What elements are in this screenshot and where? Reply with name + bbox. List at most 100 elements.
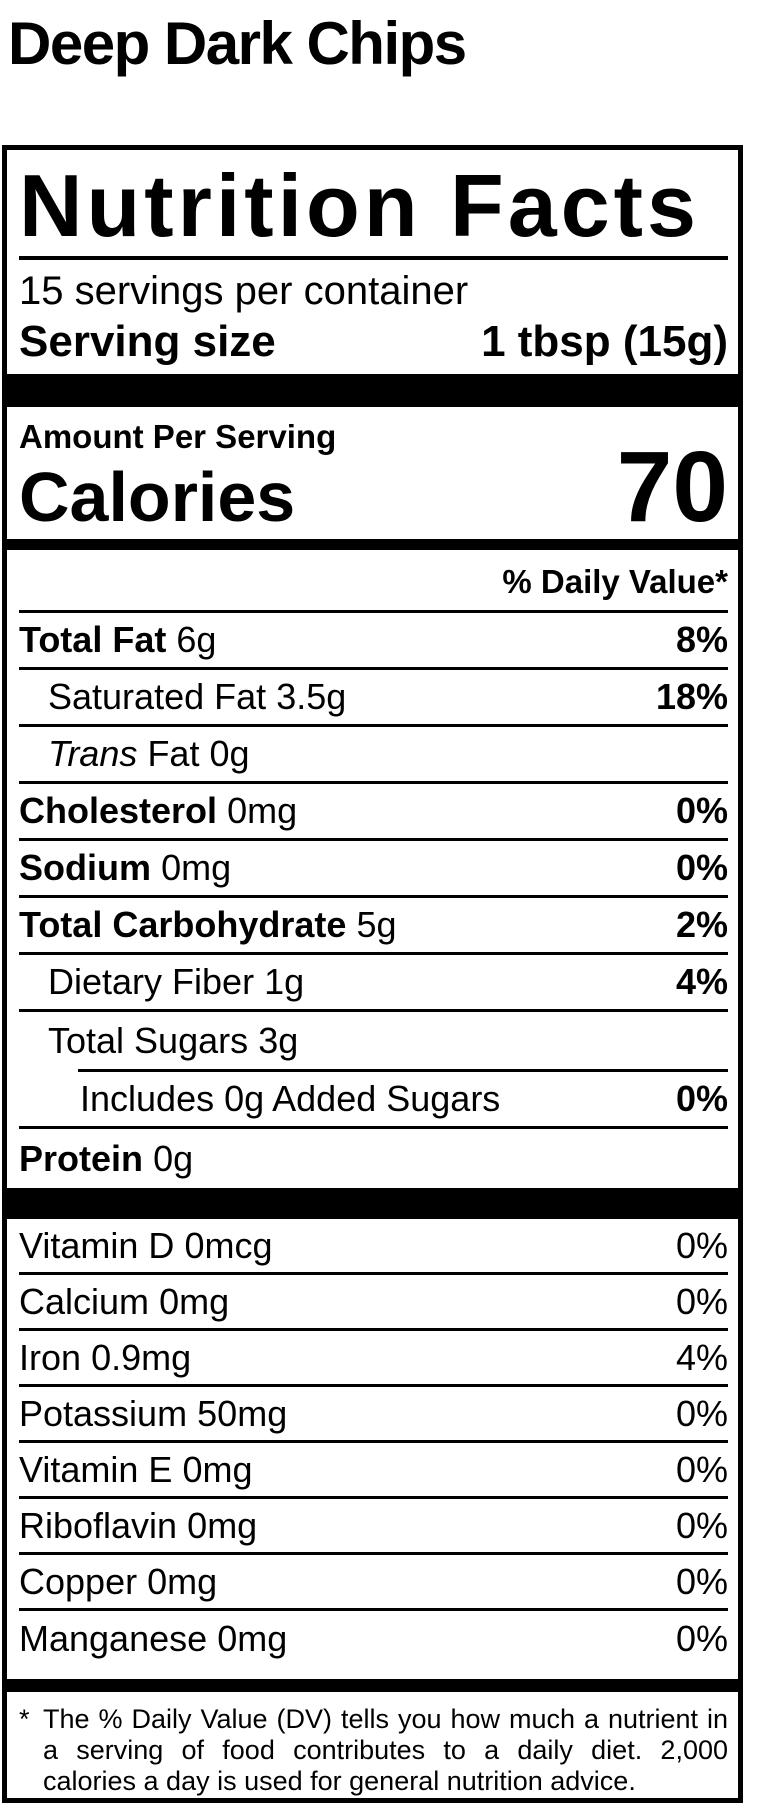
nutrient-cell: Total Carbohydrate 5g [19, 904, 397, 946]
daily-value: 0% [675, 1448, 728, 1490]
amount-per-serving-label: Amount Per Serving [19, 418, 337, 455]
nutrient-amount: 0mg [227, 790, 298, 831]
calories-label: Calories [19, 458, 296, 536]
nutrient-name: Calcium [19, 1280, 150, 1322]
nutrient-row-total-fat: Total Fat 6g 8% [19, 613, 728, 670]
nutrient-cell: Includes 0g Added Sugars [80, 1078, 500, 1120]
calories-row: Calories 70 [19, 437, 728, 537]
serving-size-label: Serving size [19, 317, 276, 366]
servings-per-container: 15 servings per container [19, 269, 469, 313]
footnote-asterisk: * [19, 1704, 30, 1734]
nutrient-name: Saturated Fat [48, 676, 267, 717]
nutrient-row-cholesterol: Cholesterol 0mg 0% [19, 784, 728, 841]
nutrient-cell: Cholesterol 0mg [19, 790, 297, 832]
nutrient-name: Dietary Fiber [48, 961, 255, 1002]
nutrient-amount: 6g [176, 619, 217, 660]
nutrient-amount: 0mg [217, 1618, 288, 1659]
nutrient-amount: 3g [258, 1019, 299, 1061]
daily-value: 0% [675, 1280, 728, 1322]
nutrient-amount: 0g [153, 1137, 194, 1179]
nutrient-row-sodium: Sodium 0mg 0% [19, 841, 728, 898]
nutrient-name: Trans [48, 733, 138, 774]
nutrition-facts-heading: Nutrition Facts [19, 156, 700, 255]
daily-value: 0% [675, 1504, 728, 1546]
serving-size-row: Serving size 1 tbsp (15g) [19, 318, 728, 366]
nutrition-facts-panel: Nutrition Facts 15 servings per containe… [2, 145, 743, 1803]
nutrient-amount: 0mg [159, 1280, 230, 1322]
nutrient-name: Vitamin E [19, 1448, 173, 1490]
nutrient-cell: Iron 0.9mg [19, 1337, 191, 1379]
nutrient-cell: Sodium 0mg [19, 847, 231, 889]
nutrient-name: Total Fat [19, 619, 167, 660]
nutrient-row-dietary-fiber: Dietary Fiber 1g 4% [19, 955, 728, 1012]
serving-size-value: 1 tbsp (15g) [481, 317, 728, 366]
nutrient-row-total-sugars: Total Sugars 3g [19, 1012, 728, 1069]
nutrient-cell: Manganese 0mg [19, 1618, 287, 1660]
daily-value: 0% [675, 1392, 728, 1434]
daily-value: 0% [675, 1224, 728, 1266]
added-sugars-indent-rule [78, 1069, 728, 1072]
nutrient-cell: Calcium 0mg [19, 1281, 229, 1323]
nutrient-amount: 0mcg [184, 1224, 273, 1266]
nutrient-row-protein: Protein 0g [19, 1129, 728, 1188]
micronutrient-row-manganese: Manganese 0mg 0% [19, 1611, 728, 1667]
micronutrient-row-riboflavin: Riboflavin 0mg 0% [19, 1499, 728, 1555]
nutrient-cell: Dietary Fiber 1g [48, 961, 304, 1003]
micronutrient-row-iron: Iron 0.9mg 4% [19, 1331, 728, 1387]
nutrient-cell: Protein 0g [19, 1138, 193, 1180]
thick-separator-bar [7, 1188, 738, 1219]
nutrient-amount: 0mg [182, 1448, 253, 1490]
nutrient-cell: Trans Fat 0g [48, 733, 250, 775]
daily-value: 18% [655, 676, 728, 717]
nutrient-cell: Vitamin D 0mcg [19, 1225, 273, 1267]
nutrient-amount: 3.5g [276, 676, 347, 717]
nutrient-cell: Total Sugars 3g [48, 1020, 298, 1062]
nutrient-cell: Saturated Fat 3.5g [48, 676, 346, 718]
nutrient-name: Riboflavin [19, 1504, 178, 1546]
footnote: * The % Daily Value (DV) tells you how m… [19, 1704, 728, 1797]
thick-separator-bar [7, 374, 738, 407]
nutrient-name: Sodium [19, 847, 151, 888]
daily-value: 0% [675, 1560, 728, 1602]
daily-value-header: % Daily Value* [502, 563, 728, 600]
nutrient-amount: 50mg [197, 1392, 288, 1434]
micronutrient-row-calcium: Calcium 0mg 0% [19, 1275, 728, 1331]
nutrient-name: Cholesterol [19, 790, 218, 831]
daily-value: 0% [675, 1078, 728, 1119]
nutrient-name: Manganese [19, 1618, 208, 1659]
calories-separator-bar [7, 539, 738, 550]
micronutrient-row-vitamin-d: Vitamin D 0mcg 0% [19, 1219, 728, 1275]
daily-value: 4% [675, 961, 728, 1002]
nutrient-name: Copper [19, 1560, 138, 1602]
product-title: Deep Dark Chips [8, 10, 467, 77]
nutrient-amount: 0.9mg [91, 1336, 192, 1378]
footnote-text: The % Daily Value (DV) tells you how muc… [43, 1704, 728, 1796]
micronutrient-row-copper: Copper 0mg 0% [19, 1555, 728, 1611]
nutrient-row-total-carbohydrate: Total Carbohydrate 5g 2% [19, 898, 728, 955]
nutrient-name: Potassium [19, 1392, 188, 1434]
daily-value: 0% [675, 847, 728, 888]
nutrient-amount: 0mg [161, 847, 232, 888]
daily-value-rule [19, 610, 728, 613]
daily-value: 0% [675, 790, 728, 831]
nutrient-row-trans-fat: Trans Fat 0g [19, 727, 728, 784]
nutrient-cell: Vitamin E 0mg [19, 1449, 253, 1491]
nutrient-amount: 5g [356, 904, 397, 945]
daily-value: 2% [675, 904, 728, 945]
daily-value: 4% [675, 1336, 728, 1378]
nutrient-amount: 0mg [187, 1504, 258, 1546]
nutrient-name: Total Carbohydrate [19, 904, 347, 945]
nutrient-row-saturated-fat: Saturated Fat 3.5g 18% [19, 670, 728, 727]
nutrient-amount: 0mg [147, 1560, 218, 1602]
nutrient-name: Total Sugars [48, 1019, 249, 1061]
thick-separator-bar [7, 1679, 738, 1692]
nutrient-name: Protein [19, 1137, 144, 1179]
nutrient-amount: 1g [264, 961, 305, 1002]
nutrient-name: Includes 0g Added Sugars [80, 1078, 501, 1119]
nutrient-cell: Potassium 50mg [19, 1393, 287, 1435]
nutrient-cell: Riboflavin 0mg [19, 1505, 257, 1547]
nutrient-cell: Total Fat 6g [19, 619, 216, 661]
daily-value: 8% [675, 619, 728, 660]
nutrient-amount: Fat 0g [147, 733, 250, 774]
